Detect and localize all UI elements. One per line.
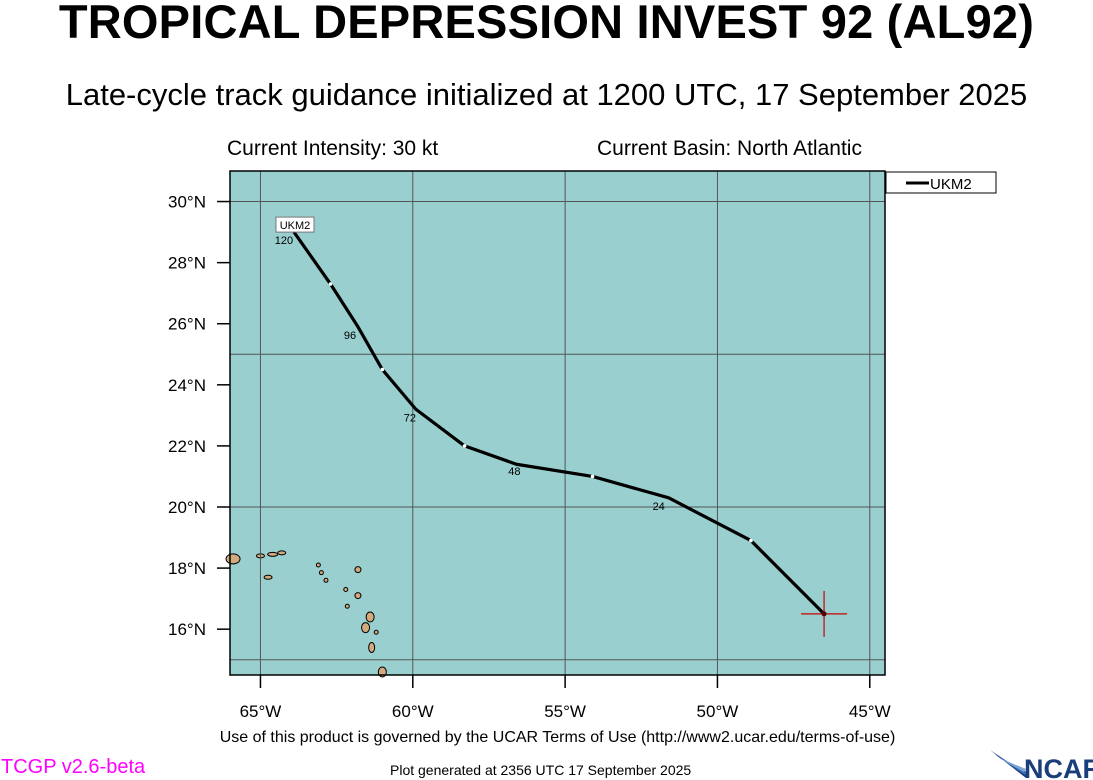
track-point-108h — [328, 282, 333, 286]
island-14 — [361, 622, 371, 634]
island-5 — [263, 574, 273, 580]
ncar-logo-swoosh-icon — [990, 750, 1028, 778]
island-3 — [267, 551, 279, 557]
island-6 — [315, 562, 321, 568]
ncar-logo-text: NCAR — [1024, 754, 1093, 780]
legend-box — [885, 171, 997, 194]
track-hour-label-48: 48 — [508, 466, 520, 478]
track-point-12h — [749, 538, 753, 543]
lon-tick-label: 50°W — [697, 702, 739, 721]
island-10 — [354, 592, 362, 600]
current-intensity: Current Intensity: 30 kt — [227, 137, 439, 160]
track-point-84h — [380, 367, 385, 372]
island-16 — [368, 642, 376, 654]
lat-tick-label: 28°N — [168, 254, 206, 273]
storm-position-dot — [821, 611, 827, 617]
ncar-logo: NCAR — [990, 750, 1093, 780]
legend: UKM2 — [885, 171, 997, 194]
legend-label-UKM2: UKM2 — [930, 176, 972, 193]
track-hour-label-120: 120 — [275, 235, 293, 247]
track-point-36h — [590, 474, 595, 479]
lat-tick-label: 16°N — [168, 620, 206, 639]
track-layer: 24 48 72 96 120 UKM2 — [275, 216, 848, 637]
terms-of-use-notice: Use of this product is governed by the U… — [219, 729, 896, 746]
island-4 — [277, 550, 287, 556]
island-8 — [323, 577, 329, 583]
track-end-label: UKM2 — [280, 220, 311, 232]
ocean — [230, 171, 885, 675]
lon-tick-label: 45°W — [849, 702, 891, 721]
track-point-60h — [462, 444, 467, 448]
plot-frame — [229, 170, 886, 676]
generated-timestamp: Plot generated at 2356 UTC 17 September … — [390, 762, 692, 778]
lat-tick-label: 30°N — [168, 193, 206, 212]
island-11 — [343, 586, 349, 592]
lat-tick-label: 26°N — [168, 315, 206, 334]
island-15 — [373, 629, 379, 635]
island-9 — [354, 566, 362, 574]
island-7 — [318, 570, 324, 576]
track-end-label-box — [275, 216, 315, 233]
map-layer — [225, 171, 885, 678]
lat-tick-label: 24°N — [168, 376, 206, 395]
lat-tick-label: 22°N — [168, 437, 206, 456]
island-13 — [365, 611, 375, 623]
track-hour-label-96: 96 — [344, 330, 356, 342]
island-1 — [225, 553, 241, 565]
lon-tick-label: 55°W — [544, 702, 586, 721]
lon-tick-label: 60°W — [392, 702, 434, 721]
lon-tick-label: 65°W — [240, 702, 282, 721]
lat-tick-label: 18°N — [168, 559, 206, 578]
track-hour-label-72: 72 — [404, 412, 416, 424]
page-subtitle: Late-cycle track guidance initialized at… — [65, 77, 1028, 112]
page-title: TROPICAL DEPRESSION INVEST 92 (AL92) — [58, 0, 1035, 48]
current-basin: Current Basin: North Atlantic — [597, 137, 862, 160]
lat-tick-label: 20°N — [168, 498, 206, 517]
island-12 — [344, 603, 350, 609]
version-label: TCGP v2.6-beta — [1, 756, 146, 778]
axes-layer: 65°W 60°W 55°W 50°W 45°W 16°N 18°N 20°N 22°N 24°N… — [168, 170, 891, 721]
track-hour-label-24: 24 — [653, 501, 665, 513]
